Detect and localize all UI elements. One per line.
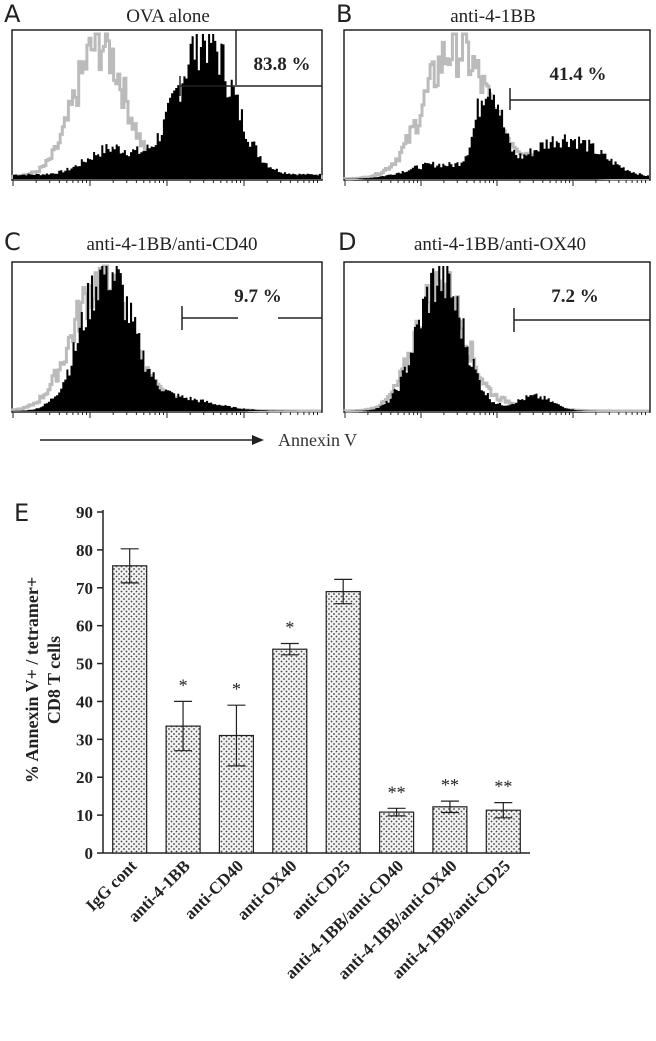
bar: [432, 806, 468, 854]
gate-percent-c: 9.7 %: [234, 286, 282, 307]
gate-percent-a: 83.8 %: [254, 54, 311, 75]
y-tick-label: 70: [76, 579, 93, 598]
y-tick-label: 60: [76, 617, 93, 636]
histogram-stained-c: [13, 266, 321, 411]
y-tick-label: 20: [76, 768, 93, 787]
y-tick-label: 40: [76, 692, 93, 711]
panel-letter-e: E: [14, 499, 29, 527]
flow-panel-c: C anti-4-1BB/anti-CD40 9.7 %: [4, 228, 323, 413]
panel-letter-d: D: [338, 228, 356, 256]
bar: [325, 590, 361, 854]
bar: [379, 811, 415, 854]
flow-panel-d: D anti-4-1BB/anti-OX40 7.2 %: [338, 228, 651, 413]
y-axis-title: % Annexin V+ / tetramer+ CD8 T cells: [22, 577, 64, 783]
annexin-arrow-head: [252, 435, 264, 445]
annexin-axis: Annexin V: [40, 430, 357, 450]
bar-chart-e: E % Annexin V+ / tetramer+ CD8 T cells 0…: [14, 499, 530, 983]
y-axis-title-line1: % Annexin V+ / tetramer+: [22, 577, 42, 783]
histogram-stained-d: [345, 266, 649, 411]
y-tick-label: 50: [76, 655, 93, 674]
panel-title-b: anti-4-1BB: [450, 6, 536, 27]
panel-title-a: OVA alone: [126, 6, 210, 27]
y-tick-label: 80: [76, 541, 93, 560]
y-tick-label: 90: [76, 503, 93, 522]
panel-title-d: anti-4-1BB/anti-OX40: [414, 234, 586, 255]
flow-panel-a: A OVA alone 83.8 %: [4, 0, 323, 181]
bar: [112, 565, 148, 854]
panel-letter-b: B: [336, 0, 352, 28]
significance-marker: **: [388, 782, 406, 802]
annexin-axis-label: Annexin V: [278, 430, 357, 450]
flow-panel-b: B anti-4-1BB 41.4 %: [336, 0, 651, 181]
panel-letter-c: C: [4, 228, 21, 256]
y-tick-label: 0: [85, 844, 94, 863]
significance-marker: **: [441, 775, 459, 795]
significance-marker: *: [232, 679, 241, 699]
y-tick-label: 30: [76, 730, 93, 749]
y-tick-label: 10: [76, 806, 93, 825]
gate-percent-b: 41.4 %: [550, 64, 607, 85]
significance-marker: *: [285, 618, 294, 638]
panel-title-c: anti-4-1BB/anti-CD40: [87, 234, 258, 255]
histogram-stained-a: [13, 34, 321, 179]
y-axis-title-line2: CD8 T cells: [44, 636, 64, 724]
bar: [272, 648, 308, 854]
histogram-stained-b: [345, 88, 649, 179]
significance-marker: *: [179, 675, 188, 695]
significance-marker: **: [494, 777, 512, 797]
histogram-isotype-d: [343, 270, 649, 413]
panel-frame-d: [343, 261, 651, 413]
gate-percent-d: 7.2 %: [551, 286, 599, 307]
panel-letter-a: A: [4, 0, 21, 28]
